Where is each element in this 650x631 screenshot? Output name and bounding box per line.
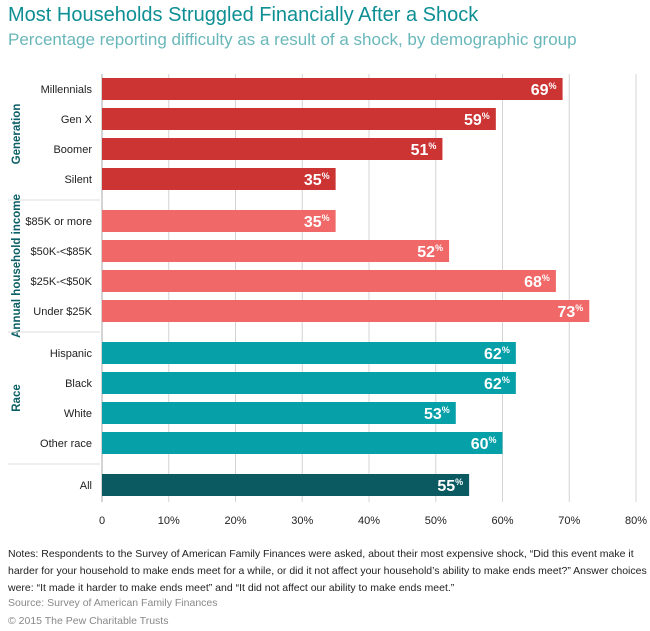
chart-source: Source: Survey of American Family Financ… bbox=[8, 597, 218, 609]
category-label: Black bbox=[65, 378, 92, 390]
bar bbox=[102, 108, 496, 130]
data-label: 62% bbox=[484, 375, 510, 393]
bar bbox=[102, 168, 336, 190]
category-label: Boomer bbox=[53, 144, 92, 156]
category-label: Silent bbox=[64, 174, 92, 186]
category-label: $25K-<$50K bbox=[31, 276, 93, 288]
category-label: All bbox=[80, 480, 92, 492]
x-tick-label: 50% bbox=[425, 515, 447, 527]
x-tick-label: 0 bbox=[99, 515, 105, 527]
copyright: © 2015 The Pew Charitable Trusts bbox=[8, 615, 169, 627]
category-label: Other race bbox=[40, 438, 92, 450]
bar bbox=[102, 402, 456, 424]
x-tick-label: 60% bbox=[491, 515, 513, 527]
data-label: 59% bbox=[464, 111, 490, 129]
bar bbox=[102, 432, 503, 454]
data-label: 35% bbox=[304, 171, 330, 189]
category-label: $50K-<$85K bbox=[31, 246, 93, 258]
x-tick-label: 30% bbox=[291, 515, 313, 527]
bar bbox=[102, 270, 556, 292]
data-label: 35% bbox=[304, 213, 330, 231]
bar bbox=[102, 210, 336, 232]
category-label: Millennials bbox=[41, 84, 93, 96]
data-label: 68% bbox=[524, 273, 550, 291]
category-label: Under $25K bbox=[33, 306, 92, 318]
data-label: 69% bbox=[531, 81, 557, 99]
x-tick-label: 40% bbox=[358, 515, 380, 527]
data-label: 53% bbox=[424, 405, 450, 423]
bar bbox=[102, 138, 443, 160]
x-tick-label: 10% bbox=[158, 515, 180, 527]
bar bbox=[102, 372, 516, 394]
data-label: 62% bbox=[484, 345, 510, 363]
data-label: 60% bbox=[471, 435, 497, 453]
bar bbox=[102, 474, 470, 496]
bar bbox=[102, 300, 590, 322]
bar bbox=[102, 78, 563, 100]
data-label: 55% bbox=[437, 477, 463, 495]
x-tick-label: 20% bbox=[224, 515, 246, 527]
chart-subtitle: Percentage reporting difficulty as a res… bbox=[8, 30, 577, 49]
category-label: White bbox=[64, 408, 92, 420]
category-label: $85K or more bbox=[25, 216, 92, 228]
bar bbox=[102, 342, 516, 364]
x-tick-label: 70% bbox=[558, 515, 580, 527]
chart-notes: Notes: Respondents to the Survey of Amer… bbox=[8, 548, 647, 594]
data-label: 51% bbox=[411, 141, 437, 159]
chart-title: Most Households Struggled Financially Af… bbox=[8, 4, 479, 26]
data-label: 52% bbox=[417, 243, 443, 261]
group-label: Generation bbox=[11, 104, 23, 165]
bar bbox=[102, 240, 450, 262]
category-label: Gen X bbox=[61, 114, 93, 126]
x-tick-label: 80% bbox=[625, 515, 647, 527]
bar-chart: 0 10% 20% 30% 40% 50% 60% 70% 80% Millennials 69% G… bbox=[8, 74, 647, 527]
data-label: 73% bbox=[557, 303, 583, 321]
group-label: Annual household income bbox=[11, 194, 23, 338]
group-label: Race bbox=[11, 384, 23, 412]
category-label: Hispanic bbox=[50, 348, 93, 360]
